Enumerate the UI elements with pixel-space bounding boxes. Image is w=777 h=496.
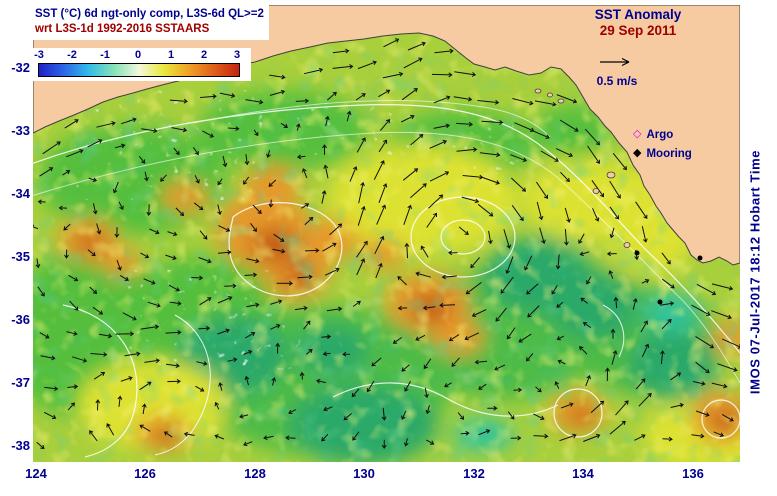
x-tick-label: 124 — [25, 466, 47, 481]
current-vectors — [33, 38, 740, 450]
colorbar-ticks: -3 -2 -1 0 1 2 3 — [34, 49, 249, 62]
mooring-legend-row: ◆ Mooring — [633, 144, 692, 163]
contour-lines — [33, 99, 740, 458]
x-tick-label: 130 — [353, 466, 375, 481]
mooring-marker — [697, 255, 703, 261]
y-tick-label: -35 — [11, 249, 30, 264]
current-vector-arrows — [33, 38, 740, 450]
colorbar-tick: -2 — [67, 49, 77, 61]
mooring-markers — [634, 250, 703, 305]
argo-marker-icon: ◇ — [633, 128, 642, 140]
y-tick-label: -34 — [11, 186, 30, 201]
x-tick-label: 136 — [682, 466, 704, 481]
argo-label: Argo — [646, 128, 674, 141]
mooring-marker-icon: ◆ — [633, 147, 642, 159]
colorbar-tick: 3 — [233, 49, 241, 61]
anomaly-title: SST Anomaly — [594, 7, 682, 22]
colorbar-tick: -3 — [34, 49, 44, 61]
map-area: SST (°C) 6d ngt-only comp, L3S-6d QL>=2 … — [33, 5, 740, 462]
title-block: SST (°C) 6d ngt-only comp, L3S-6d QL>=2 … — [33, 5, 269, 40]
anomaly-header: SST Anomaly 29 Sep 2011 — [573, 7, 703, 39]
vector-scale-label: 0.5 m/s — [596, 74, 638, 88]
y-tick-label: -32 — [11, 60, 30, 75]
sst-anomaly-map — [33, 5, 740, 462]
x-tick-label: 134 — [572, 466, 594, 481]
marker-legend: ◇ Argo ◆ Mooring — [633, 125, 692, 163]
map-subtitle: wrt L3S-1d 1992-2016 SSTAARS — [35, 23, 210, 35]
argo-legend-row: ◇ Argo — [633, 125, 692, 144]
x-tick-label: 128 — [244, 466, 266, 481]
mooring-marker — [657, 299, 663, 305]
map-title: SST (°C) 6d ngt-only comp, L3S-6d QL>=2 — [35, 8, 264, 20]
timestamp-watermark: IMOS 07-Jul-2017 18:12 Hobart Time — [747, 149, 763, 395]
islands — [534, 88, 631, 248]
colorbar: -3 -2 -1 0 1 2 3 — [33, 48, 251, 81]
x-tick-label: 132 — [463, 466, 485, 481]
colorbar-tick: 1 — [167, 49, 175, 61]
y-tick-label: -33 — [11, 123, 30, 138]
mooring-marker — [634, 250, 640, 256]
x-tick-label: 126 — [134, 466, 156, 481]
y-tick-label: -36 — [11, 312, 30, 327]
colorbar-tick: -1 — [100, 49, 110, 61]
scale-arrow-icon — [600, 57, 630, 67]
y-tick-label: -38 — [11, 438, 30, 453]
anomaly-date: 29 Sep 2011 — [599, 23, 677, 38]
colorbar-tick: 2 — [200, 49, 208, 61]
y-tick-label: -37 — [11, 375, 30, 390]
vector-scale-legend: 0.5 m/s — [581, 55, 653, 88]
colorbar-gradient — [38, 63, 240, 77]
mooring-label: Mooring — [646, 147, 692, 160]
colorbar-tick: 0 — [134, 49, 142, 61]
